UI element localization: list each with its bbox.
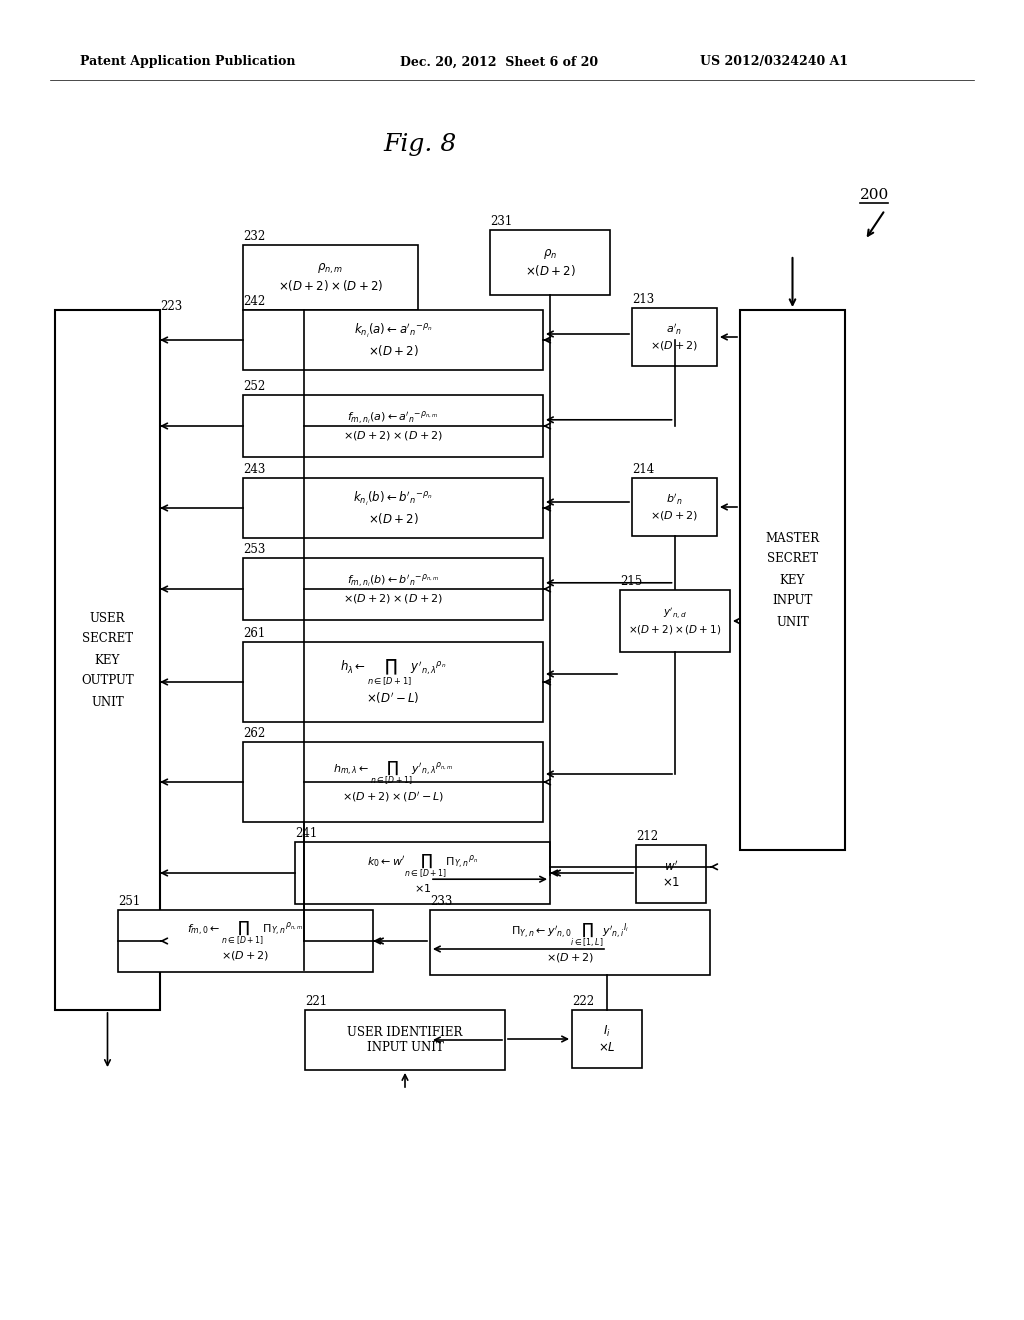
Text: 243: 243 xyxy=(243,463,265,477)
Text: $f_{m,n_i}(a) \leftarrow a'_n{}^{-\rho_{n,m}}$
$\times(D+2)\times(D+2)$: $f_{m,n_i}(a) \leftarrow a'_n{}^{-\rho_{… xyxy=(343,411,443,442)
Text: US 2012/0324240 A1: US 2012/0324240 A1 xyxy=(700,55,848,69)
Bar xyxy=(305,1010,505,1071)
Bar xyxy=(243,246,418,310)
Text: Patent Application Publication: Patent Application Publication xyxy=(80,55,296,69)
Text: 212: 212 xyxy=(636,830,658,843)
Text: $f_{m,n_i}(b) \leftarrow b'_n{}^{-\rho_{n,m}}$
$\times(D+2)\times(D+2)$: $f_{m,n_i}(b) \leftarrow b'_n{}^{-\rho_{… xyxy=(343,573,443,605)
Text: 213: 213 xyxy=(632,293,654,306)
Text: Dec. 20, 2012  Sheet 6 of 20: Dec. 20, 2012 Sheet 6 of 20 xyxy=(400,55,598,69)
Text: MASTER
SECRET
KEY
INPUT
UNIT: MASTER SECRET KEY INPUT UNIT xyxy=(765,532,819,628)
Text: USER
SECRET
KEY
OUTPUT
UNIT: USER SECRET KEY OUTPUT UNIT xyxy=(81,611,134,709)
Text: $b'_n$
$\times(D+2)$: $b'_n$ $\times(D+2)$ xyxy=(650,492,698,521)
Bar xyxy=(740,310,845,850)
Bar xyxy=(632,478,717,536)
Text: $\rho_{n,m}$
$\times(D+2)\times(D+2)$: $\rho_{n,m}$ $\times(D+2)\times(D+2)$ xyxy=(278,261,383,293)
Bar xyxy=(243,395,543,457)
Bar xyxy=(620,590,730,652)
Text: 241: 241 xyxy=(295,828,317,840)
Bar xyxy=(55,310,160,1010)
Text: $I_i$
$\times L$: $I_i$ $\times L$ xyxy=(598,1024,615,1055)
Text: 261: 261 xyxy=(243,627,265,640)
Text: 252: 252 xyxy=(243,380,265,393)
Bar xyxy=(430,909,710,975)
Text: 221: 221 xyxy=(305,995,327,1008)
Text: 231: 231 xyxy=(490,215,512,228)
Text: $f_{m,0} \leftarrow \prod_{n\in[D+1]} \Pi_{Y,n}{}^{\rho_{n,m}}$
$\times(D+2)$: $f_{m,0} \leftarrow \prod_{n\in[D+1]} \P… xyxy=(187,920,304,962)
Text: 215: 215 xyxy=(620,576,642,587)
Text: $y'_{n,d}$
$\times(D+2)\times(D+1)$: $y'_{n,d}$ $\times(D+2)\times(D+1)$ xyxy=(629,606,722,636)
Text: Fig. 8: Fig. 8 xyxy=(383,133,457,157)
Text: 214: 214 xyxy=(632,463,654,477)
Text: $h_\lambda \leftarrow \prod_{n\in[D+1]} y'_{n,\lambda}{}^{\rho_n}$
$\times(D'-L): $h_\lambda \leftarrow \prod_{n\in[D+1]} … xyxy=(340,657,446,706)
Text: $\rho_{n}$
$\times(D+2)$: $\rho_{n}$ $\times(D+2)$ xyxy=(524,247,575,279)
Text: 222: 222 xyxy=(572,995,594,1008)
Text: 233: 233 xyxy=(430,895,453,908)
Text: $h_{m,\lambda} \leftarrow \prod_{n\in[D+1]} y'_{n,\lambda}{}^{\rho_{n,m}}$
$\tim: $h_{m,\lambda} \leftarrow \prod_{n\in[D+… xyxy=(333,760,453,804)
Text: 242: 242 xyxy=(243,294,265,308)
Bar xyxy=(118,909,373,972)
Bar xyxy=(295,842,550,904)
Text: $k_{n_i}(a) \leftarrow a'_n{}^{-\rho_n}$
$\times(D+2)$: $k_{n_i}(a) \leftarrow a'_n{}^{-\rho_n}$… xyxy=(353,322,432,358)
Bar xyxy=(243,310,543,370)
Bar xyxy=(572,1010,642,1068)
Text: $\Pi_{Y,n} \leftarrow y'_{n,0} \prod_{i\in[1,L]} y'_{n,i}{}^{I_i}$
$\times(D+2)$: $\Pi_{Y,n} \leftarrow y'_{n,0} \prod_{i\… xyxy=(511,921,629,964)
Text: 251: 251 xyxy=(118,895,140,908)
Text: $w'$
$\times 1$: $w'$ $\times 1$ xyxy=(662,859,680,888)
Text: 200: 200 xyxy=(860,187,889,202)
Text: USER IDENTIFIER
INPUT UNIT: USER IDENTIFIER INPUT UNIT xyxy=(347,1026,463,1053)
Text: 262: 262 xyxy=(243,727,265,741)
Bar xyxy=(636,845,706,903)
Bar xyxy=(632,308,717,366)
Bar xyxy=(243,478,543,539)
Text: 232: 232 xyxy=(243,230,265,243)
Bar xyxy=(243,642,543,722)
Text: 223: 223 xyxy=(160,300,182,313)
Text: $k_{n_i}(b) \leftarrow b'_n{}^{-\rho_n}$
$\times(D+2)$: $k_{n_i}(b) \leftarrow b'_n{}^{-\rho_n}$… xyxy=(353,490,433,525)
Text: 253: 253 xyxy=(243,543,265,556)
Text: $a'_n$
$\times(D+2)$: $a'_n$ $\times(D+2)$ xyxy=(650,322,698,352)
Bar xyxy=(243,742,543,822)
Bar xyxy=(243,558,543,620)
Bar xyxy=(490,230,610,294)
Text: $k_0 \leftarrow w' \prod_{n\in[D+1]} \Pi_{Y,n}{}^{\rho_n}$
$\times 1$: $k_0 \leftarrow w' \prod_{n\in[D+1]} \Pi… xyxy=(367,853,478,894)
